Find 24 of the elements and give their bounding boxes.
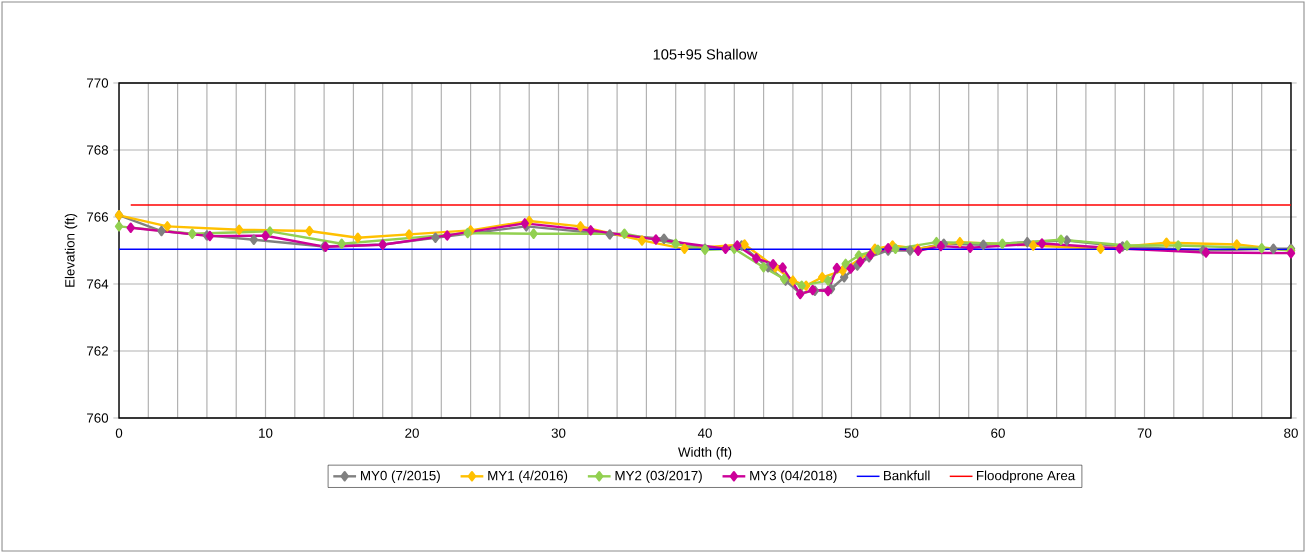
x-tick-label: 60 [991, 428, 1005, 438]
x-tick-label: 0 [115, 428, 123, 438]
legend-label: MY2 (03/2017) [615, 470, 702, 483]
y-tick-label: 760 [87, 413, 109, 423]
x-axis-title: Width (ft) [678, 446, 732, 460]
y-tick-label: 770 [87, 78, 109, 88]
x-tick-label: 70 [1137, 428, 1152, 438]
x-tick-label: 40 [697, 428, 712, 438]
legend-label: MY3 (04/2018) [750, 470, 837, 483]
y-tick-label: 768 [87, 145, 109, 155]
y-tick-label: 762 [87, 346, 108, 356]
x-tick-label: 50 [844, 428, 859, 438]
legend-label: Bankfull [884, 470, 930, 481]
legend-label: Floodprone Area [977, 470, 1076, 483]
x-tick-label: 10 [259, 428, 273, 438]
legend-label: MY0 (7/2015) [361, 470, 440, 483]
x-tick-label: 30 [551, 428, 566, 438]
x-tick-label: 20 [405, 428, 419, 438]
legend-label: MY1 (4/2016) [488, 470, 568, 483]
y-tick-label: 766 [87, 212, 109, 222]
y-tick-label: 764 [87, 279, 109, 289]
y-axis-title: Elevation (ft) [64, 213, 78, 287]
chart-title: 105+95 Shallow [653, 48, 758, 60]
x-tick-label: 80 [1284, 428, 1298, 438]
